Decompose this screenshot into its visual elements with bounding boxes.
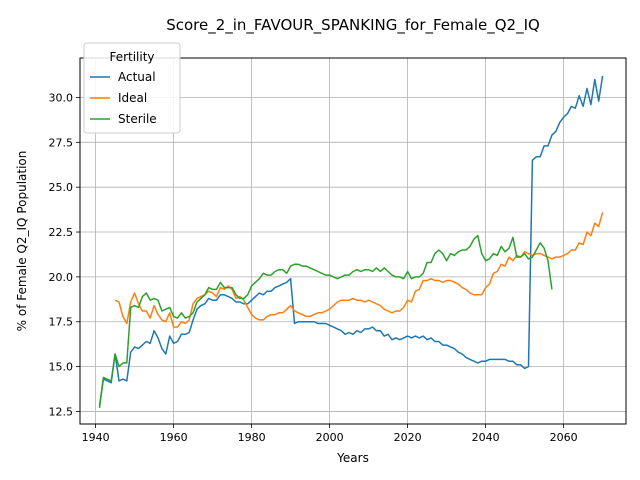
y-tick-label: 20.0: [49, 271, 74, 284]
x-axis-ticks: 1940 1960 1980 2000 2020 2040 2060: [82, 424, 578, 444]
y-tick-label: 15.0: [49, 361, 74, 374]
y-axis-ticks: 12.5 15.0 17.5 20.0 22.5 25.0 27.5 30.0: [49, 91, 80, 418]
x-tick-label: 2040: [472, 431, 500, 444]
series-lines: [98, 75, 604, 408]
x-tick-label: 1980: [238, 431, 266, 444]
y-tick-label: 22.5: [49, 226, 74, 239]
y-tick-label: 12.5: [49, 405, 74, 418]
legend-items: Actual Ideal Sterile: [90, 70, 157, 126]
y-tick-label: 17.5: [49, 316, 74, 329]
y-tick-label: 27.5: [49, 136, 74, 149]
x-tick-label: 2000: [316, 431, 344, 444]
y-axis-label: % of Female Q2_IQ Population: [15, 151, 29, 332]
grid-lines: [80, 58, 626, 424]
x-axis-label: Years: [336, 451, 369, 465]
x-tick-label: 2020: [394, 431, 422, 444]
y-tick-label: 25.0: [49, 181, 74, 194]
x-tick-label: 1960: [160, 431, 188, 444]
plot-frame: [79, 57, 627, 425]
series-line-actual: [98, 75, 604, 407]
legend-box: [83, 42, 181, 134]
y-tick-label: 30.0: [49, 91, 74, 104]
x-tick-label: 1940: [82, 431, 110, 444]
legend-title: Fertility: [109, 50, 154, 64]
chart-title: Score_2_in_FAVOUR_SPANKING_for_Female_Q2…: [166, 16, 540, 35]
legend-label-actual: Actual: [118, 70, 156, 84]
series-line-sterile: [98, 234, 553, 408]
legend-label-ideal: Ideal: [118, 91, 147, 105]
legend: Fertility Actual Ideal Sterile: [83, 42, 181, 134]
legend-label-sterile: Sterile: [118, 112, 157, 126]
x-tick-label: 2060: [550, 431, 578, 444]
